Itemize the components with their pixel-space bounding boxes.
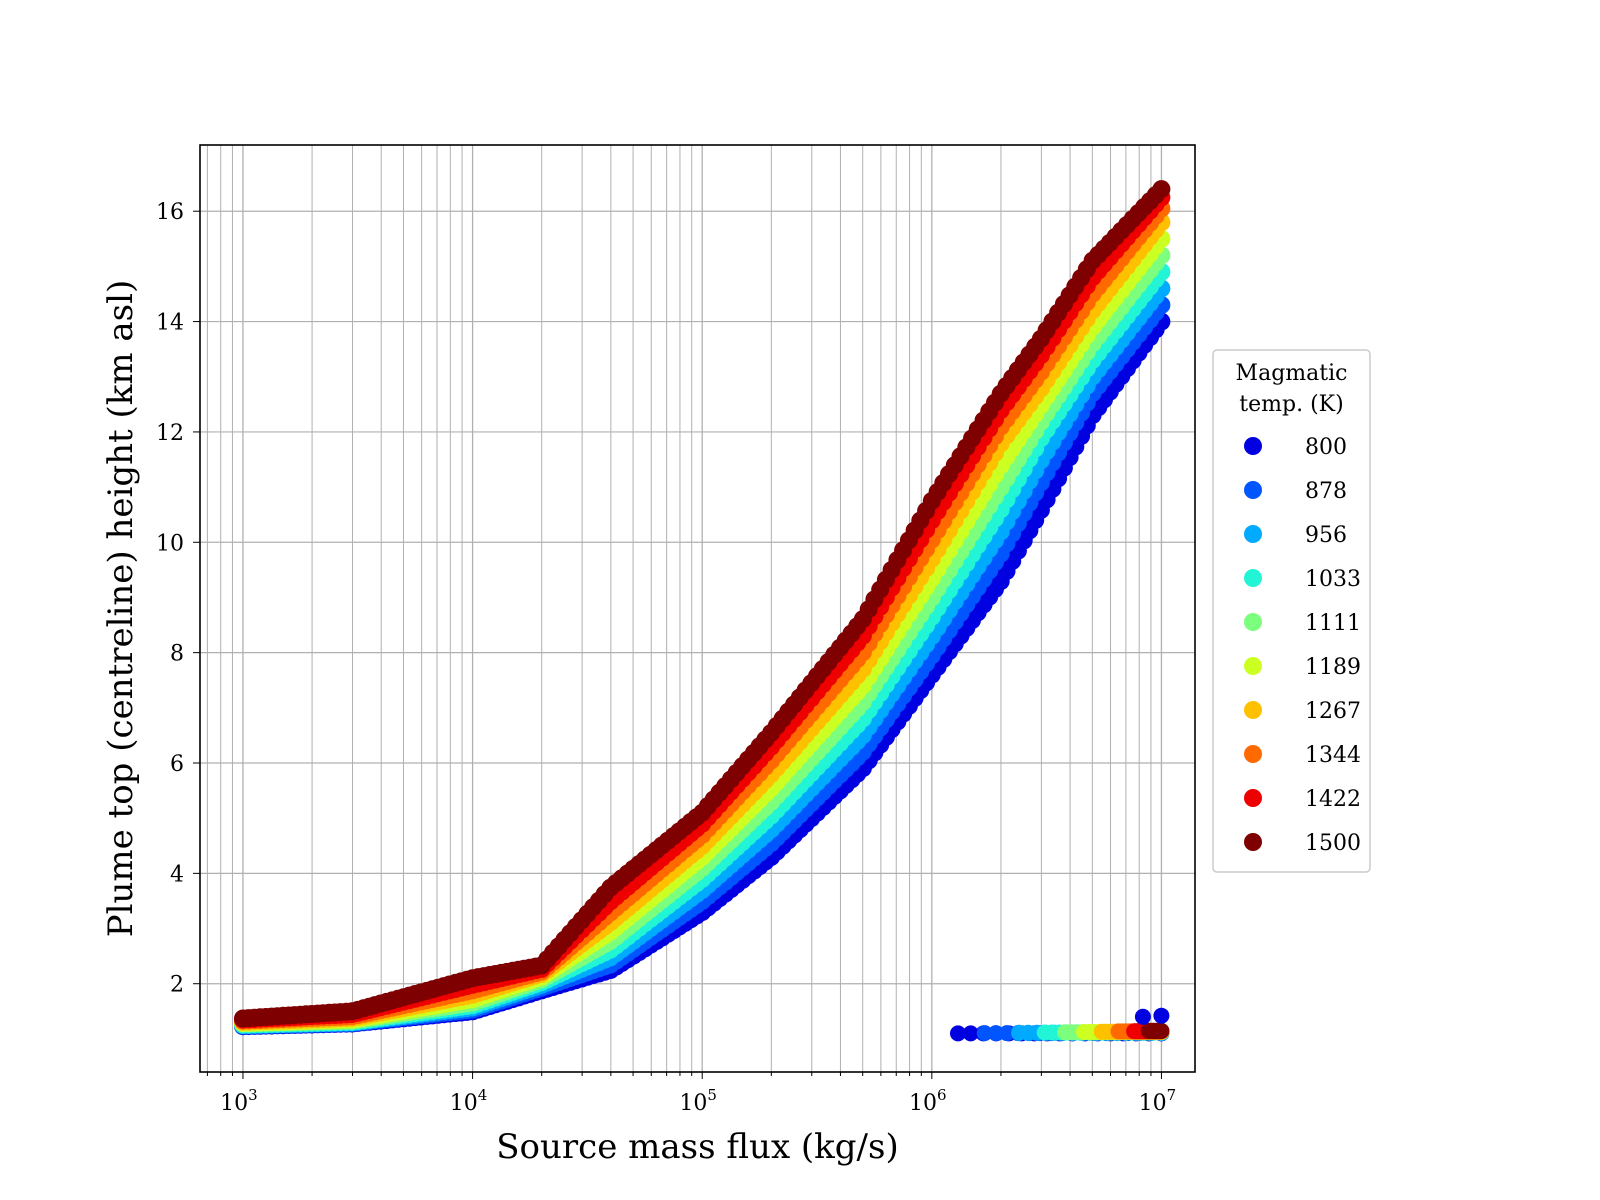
legend: Magmatic temp. (K) 800 878 956 1033 1111 1189… — [1212, 349, 1371, 873]
legend-marker — [1244, 613, 1262, 631]
y-tick-label: 10 — [156, 531, 184, 556]
low-data-point — [950, 1025, 966, 1042]
legend-label: 1344 — [1305, 743, 1361, 768]
legend-item-956: 956 — [1244, 523, 1347, 548]
legend-label: 1189 — [1305, 655, 1361, 680]
x-tick-label: 107 — [1139, 1086, 1177, 1116]
data-point — [1152, 180, 1171, 199]
low-data-point — [962, 1025, 979, 1042]
legend-marker — [1244, 745, 1262, 763]
data-points — [234, 180, 1171, 1042]
x-tick-label: 104 — [450, 1086, 488, 1116]
low-points-cluster — [950, 1007, 1170, 1042]
low-data-point — [998, 1025, 1015, 1042]
plot-frame — [199, 144, 1196, 1073]
legend-marker — [1244, 525, 1262, 543]
low-data-point — [1134, 1008, 1151, 1025]
legend-marker — [1244, 789, 1262, 807]
legend-label: 1422 — [1305, 787, 1361, 812]
low-data-point — [987, 1025, 1004, 1042]
legend-item-1189: 1189 — [1244, 655, 1361, 680]
legend-label: 1111 — [1305, 611, 1361, 636]
series-1500 — [234, 180, 1171, 1028]
x-tick-label: 105 — [679, 1086, 717, 1116]
legend-item-1344: 1344 — [1244, 743, 1361, 768]
legend-marker — [1244, 701, 1262, 719]
y-axis-label: Plume top (centreline) height (km asl) — [101, 280, 141, 938]
y-tick-label: 6 — [170, 752, 184, 777]
low-data-point — [1153, 1007, 1170, 1024]
legend-item-800: 800 — [1244, 435, 1347, 460]
legend-label: 956 — [1305, 523, 1347, 548]
legend-item-1422: 1422 — [1244, 787, 1361, 812]
low-data-point — [976, 1025, 993, 1042]
legend-item-1500: 1500 — [1244, 831, 1361, 856]
legend-marker — [1244, 657, 1262, 675]
legend-marker — [1244, 481, 1262, 499]
legend-item-878: 878 — [1244, 479, 1347, 504]
x-axis-label: Source mass flux (kg/s) — [496, 1127, 898, 1167]
legend-marker — [1244, 569, 1262, 587]
legend-label: 1500 — [1305, 831, 1361, 856]
axis-ticks: 103 104 105 106 107 2 4 6 8 10 12 14 16 — [156, 200, 1176, 1116]
x-tick-label: 106 — [909, 1086, 947, 1116]
legend-marker — [1244, 833, 1262, 851]
y-tick-label: 2 — [170, 973, 184, 998]
y-tick-label: 14 — [156, 311, 184, 336]
legend-item-1111: 1111 — [1244, 611, 1361, 636]
legend-label: 800 — [1305, 435, 1347, 460]
legend-label: 1267 — [1305, 699, 1361, 724]
y-tick-label: 8 — [170, 642, 184, 667]
legend-marker — [1244, 437, 1262, 455]
y-tick-label: 16 — [156, 200, 184, 225]
y-tick-label: 4 — [170, 862, 184, 887]
legend-title-line2: temp. (K) — [1239, 392, 1343, 417]
low-data-point — [1153, 1022, 1170, 1039]
legend-item-1033: 1033 — [1244, 567, 1361, 592]
legend-item-1267: 1267 — [1244, 699, 1361, 724]
legend-title-line1: Magmatic — [1236, 361, 1348, 386]
legend-label: 1033 — [1305, 567, 1361, 592]
legend-box — [1212, 349, 1371, 873]
legend-label: 878 — [1305, 479, 1347, 504]
x-tick-label: 103 — [220, 1086, 258, 1116]
y-tick-label: 12 — [156, 421, 184, 446]
